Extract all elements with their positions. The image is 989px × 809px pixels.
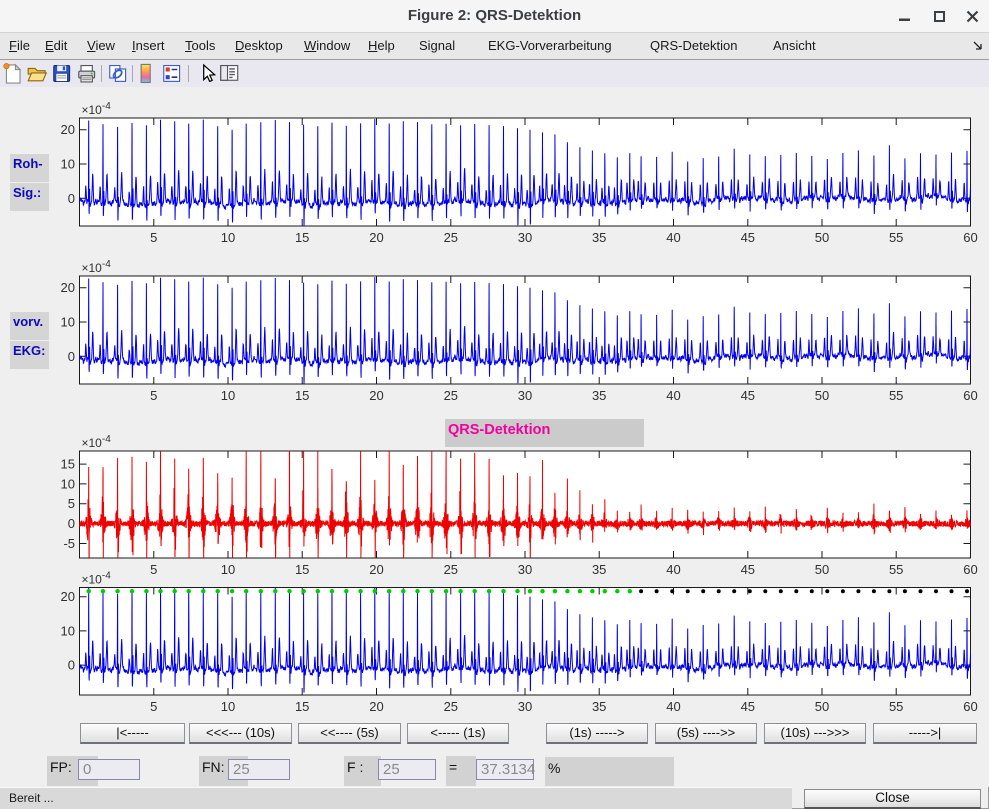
svg-text:5: 5 — [150, 388, 157, 403]
svg-text:20: 20 — [369, 699, 383, 714]
svg-text:15: 15 — [295, 699, 309, 714]
svg-text:50: 50 — [815, 230, 829, 245]
svg-text:45: 45 — [741, 230, 755, 245]
svg-text:20: 20 — [61, 280, 75, 295]
svg-text:×10-4: ×10-4 — [82, 434, 112, 450]
svg-text:0: 0 — [68, 658, 75, 673]
svg-text:55: 55 — [889, 699, 903, 714]
svg-text:15: 15 — [61, 457, 75, 472]
svg-text:30: 30 — [518, 388, 532, 403]
svg-text:60: 60 — [963, 699, 977, 714]
svg-text:QRS-Detektion: QRS-Detektion — [448, 422, 550, 438]
svg-text:60: 60 — [963, 230, 977, 245]
svg-text:20: 20 — [369, 388, 383, 403]
svg-text:0: 0 — [68, 349, 75, 364]
svg-text:50: 50 — [815, 562, 829, 577]
svg-text:10: 10 — [61, 476, 75, 491]
svg-text:15: 15 — [295, 230, 309, 245]
svg-text:35: 35 — [592, 562, 606, 577]
svg-text:40: 40 — [666, 388, 680, 403]
svg-text:25: 25 — [444, 388, 458, 403]
svg-text:40: 40 — [666, 699, 680, 714]
svg-text:60: 60 — [963, 562, 977, 577]
svg-text:15: 15 — [295, 388, 309, 403]
svg-text:5: 5 — [68, 496, 75, 511]
svg-text:10: 10 — [221, 699, 235, 714]
svg-text:45: 45 — [741, 388, 755, 403]
svg-text:45: 45 — [741, 562, 755, 577]
svg-text:10: 10 — [221, 388, 235, 403]
svg-text:35: 35 — [592, 699, 606, 714]
svg-text:10: 10 — [61, 157, 75, 172]
svg-text:40: 40 — [666, 230, 680, 245]
svg-text:-5: -5 — [63, 536, 75, 551]
svg-text:25: 25 — [444, 230, 458, 245]
svg-text:50: 50 — [815, 388, 829, 403]
svg-text:×10-4: ×10-4 — [82, 259, 112, 275]
svg-text:10: 10 — [61, 315, 75, 330]
svg-text:20: 20 — [369, 562, 383, 577]
svg-text:×10-4: ×10-4 — [82, 571, 112, 587]
svg-text:20: 20 — [61, 122, 75, 137]
svg-text:5: 5 — [150, 230, 157, 245]
svg-text:20: 20 — [61, 589, 75, 604]
svg-text:50: 50 — [815, 699, 829, 714]
svg-text:10: 10 — [221, 562, 235, 577]
svg-text:30: 30 — [518, 699, 532, 714]
svg-text:30: 30 — [518, 230, 532, 245]
svg-text:60: 60 — [963, 388, 977, 403]
svg-text:25: 25 — [444, 699, 458, 714]
svg-text:10: 10 — [61, 623, 75, 638]
svg-text:20: 20 — [369, 230, 383, 245]
svg-text:55: 55 — [889, 388, 903, 403]
svg-text:10: 10 — [221, 230, 235, 245]
svg-text:5: 5 — [150, 562, 157, 577]
svg-text:40: 40 — [666, 562, 680, 577]
svg-text:0: 0 — [68, 516, 75, 531]
svg-text:15: 15 — [295, 562, 309, 577]
svg-text:35: 35 — [592, 388, 606, 403]
svg-text:55: 55 — [889, 230, 903, 245]
svg-text:25: 25 — [444, 562, 458, 577]
svg-text:0: 0 — [68, 191, 75, 206]
svg-text:45: 45 — [741, 699, 755, 714]
svg-text:55: 55 — [889, 562, 903, 577]
svg-text:5: 5 — [150, 699, 157, 714]
svg-text:35: 35 — [592, 230, 606, 245]
svg-text:30: 30 — [518, 562, 532, 577]
svg-text:×10-4: ×10-4 — [82, 101, 112, 117]
